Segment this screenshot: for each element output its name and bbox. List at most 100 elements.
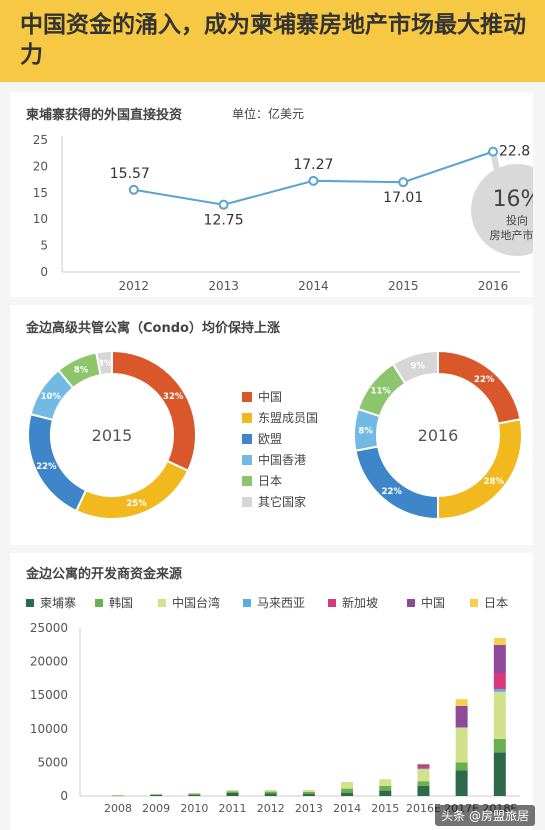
bar-segment (455, 770, 468, 796)
fdi-data-label: 17.01 (383, 190, 423, 206)
fdi-data-point (128, 184, 139, 195)
developer-legend-item: 日本 (470, 594, 508, 611)
fdi-data-point (218, 199, 229, 210)
fdi-data-point (488, 146, 499, 157)
header-banner: 中国资金的涌入，成为柬埔寨房地产市场最大推动力 (0, 0, 545, 82)
bar-segment (493, 752, 506, 796)
y-tick-label: 10000 (30, 722, 68, 736)
legend-label: 中国台湾 (172, 596, 221, 610)
y-tick-label: 15 (33, 186, 48, 200)
fdi-data-label: 17.27 (293, 157, 333, 173)
x-tick-label: 2012 (257, 802, 285, 815)
bar-segment (417, 764, 430, 767)
developer-legend-item: 韩国 (95, 594, 133, 611)
legend-label: 新加坡 (342, 596, 379, 610)
legend-label: 马来西亚 (257, 596, 306, 610)
legend-label: 中国 (421, 596, 446, 610)
legend-swatch (242, 475, 252, 486)
condo-legend-item: 中国 (242, 388, 282, 405)
bar-segment (417, 768, 430, 770)
bar-segment (264, 793, 277, 796)
donut-slice-label: 10% (41, 392, 62, 402)
legend-swatch (470, 598, 478, 607)
fdi-data-label: 12.75 (204, 213, 244, 229)
bar-segment (493, 691, 506, 739)
callout-percent: 16% (493, 187, 533, 212)
fdi-chart-title: 柬埔寨获得的外国直接投资 (26, 108, 183, 123)
y-tick-label: 5000 (37, 755, 68, 769)
bar-segment (379, 785, 392, 791)
bar-segment (417, 763, 430, 765)
y-tick-label: 10 (33, 212, 48, 226)
legend-swatch (242, 433, 252, 444)
page-title: 中国资金的涌入，成为柬埔寨房地产市场最大推动力 (20, 12, 526, 68)
donut-slice-label: 11% (371, 387, 392, 397)
y-tick-label: 5 (40, 239, 48, 253)
bar-segment (493, 638, 506, 645)
bar-segment (112, 795, 124, 796)
legend-swatch (95, 598, 103, 607)
callout-line1: 投向 (506, 213, 528, 227)
x-tick-label: 2014 (333, 802, 361, 815)
fdi-data-label: 22.8 (499, 144, 530, 160)
developer-card: 金边公寓的开发商资金来源 柬埔寨 韩国 中国台湾 马来西亚 新加坡 中国 日本 0 5000 1… (10, 553, 533, 830)
bar-segment (455, 727, 468, 763)
condo-legend-item: 东盟成员国 (242, 409, 318, 426)
donut-slice-2016 (437, 349, 522, 425)
condo-legend-item: 其它国家 (242, 493, 306, 510)
legend-swatch (158, 598, 166, 607)
donut-slice-label: 32% (163, 392, 184, 402)
x-tick-label: 2008 (104, 802, 132, 815)
donut-slice-label: 22% (36, 462, 57, 472)
legend-label: 中国香港 (258, 453, 307, 467)
developer-legend-item: 中国 (407, 594, 445, 611)
y-tick-label: 0 (60, 789, 68, 803)
donut-slice-2016 (354, 445, 439, 521)
donut-slice-label: 22% (474, 375, 495, 385)
donut-slice-2015 (95, 349, 113, 377)
callout-bubble (471, 164, 533, 256)
fdi-card: 柬埔寨获得的外国直接投资 单位：亿美元 0 5 10 15 20 25 2012 2013 20… (10, 92, 533, 297)
condo-legend-item: 日本 (242, 472, 282, 489)
bar-segment (302, 793, 315, 796)
bar-segment (150, 794, 163, 795)
developer-legend-item: 马来西亚 (243, 594, 305, 611)
condo-donut-charts: 32% 25% 22% 10% 8% 3% 2015 22% 28% 22% 8% 11% 9% 2016 (27, 349, 523, 521)
bar-segment (493, 644, 506, 674)
bar-segment (341, 788, 354, 793)
bar-segment (226, 792, 239, 796)
bar-segment (302, 791, 315, 794)
bar-segment (112, 795, 124, 797)
fdi-data-point (308, 175, 319, 186)
donut-slice-label: 22% (382, 487, 403, 497)
legend-swatch (242, 496, 252, 507)
x-tick-label: 2010 (180, 802, 208, 815)
bar-segment (493, 738, 506, 753)
bar-segment (188, 792, 201, 794)
donut-slice-label: 3% (98, 359, 113, 369)
y-tick-label: 15000 (30, 688, 68, 702)
bar-segment (188, 794, 201, 796)
donut-year-label: 2016 (418, 426, 459, 445)
x-tick-label: 2013 (295, 802, 323, 815)
legend-label: 日本 (484, 596, 509, 610)
developer-chart-title: 金边公寓的开发商资金来源 (26, 567, 183, 582)
y-tick-label: 20 (33, 159, 48, 173)
bar-segment (302, 789, 315, 792)
developer-stacked-bar-chart: 0 5000 10000 15000 20000 25000 2008 2009 2010 201… (30, 621, 520, 815)
bar-segment (455, 705, 468, 728)
legend-label: 中国 (258, 390, 283, 404)
bar-segment (264, 791, 277, 794)
y-tick-label: 20000 (30, 655, 68, 669)
fdi-line-chart: 0 5 10 15 20 25 2012 2013 2014 2015 2016 16%投向房地产市场… (33, 133, 533, 293)
legend-label: 欧盟 (258, 432, 283, 446)
legend-label: 韩国 (109, 596, 134, 610)
legend-label: 柬埔寨 (40, 596, 77, 610)
x-tick-label: 2016 (478, 279, 509, 293)
donut-slice-2015 (111, 349, 197, 473)
bar-segment (379, 779, 392, 786)
x-tick-label: 2011 (219, 802, 247, 815)
bar-segment (417, 769, 430, 782)
developer-legend-item: 新加坡 (328, 594, 378, 611)
bar-segment (264, 789, 277, 792)
